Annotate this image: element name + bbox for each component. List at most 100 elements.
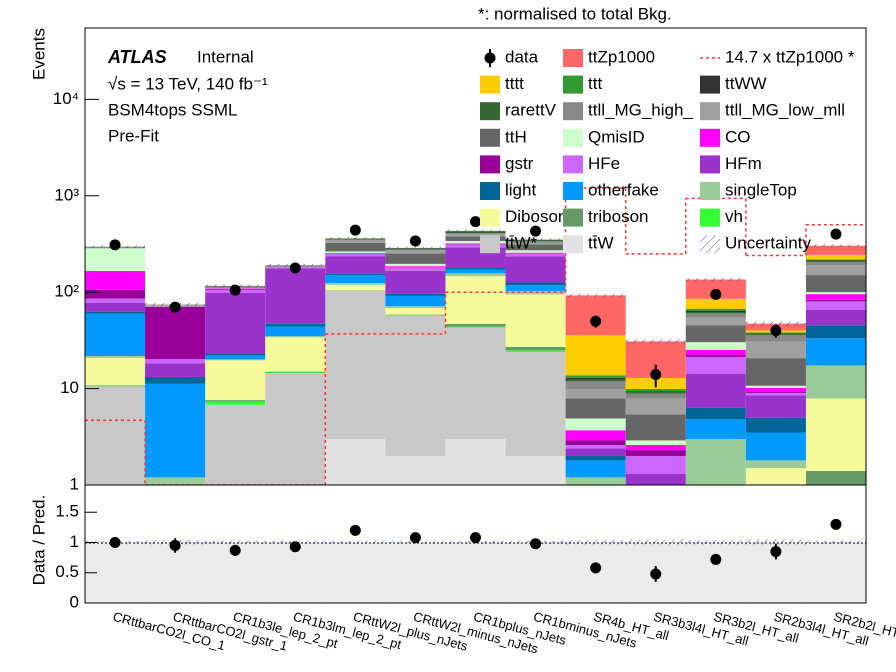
legend-label: gstr [505,154,534,173]
ratio-tick-label: 0 [70,592,79,611]
ratio-background [685,542,746,603]
bar-segment [745,387,806,393]
bar-segment [505,244,566,251]
bar-segment [145,363,206,377]
bar-segment [685,325,746,343]
bar-segment [805,325,866,339]
bar-segment [625,389,686,392]
bar-segment [625,398,686,415]
bar-segment [205,359,266,361]
bar-segment [265,268,326,324]
bar-segment [445,267,506,270]
uncertainty-band [325,237,386,240]
bar-segment [805,261,866,263]
bar-segment [445,327,506,440]
data-point [530,225,542,237]
ratio-background [445,542,506,603]
data-point [470,216,481,228]
bar-segment [145,383,206,478]
bar-segment [685,312,746,314]
bar-segment [385,248,446,250]
bar-segment [85,289,146,299]
bar-segment [685,349,746,356]
legend-label: HFm [725,154,762,173]
legend-swatch [480,182,500,200]
bar-segment [745,432,806,461]
legend-swatch [480,235,500,254]
data-point [590,315,602,327]
legend-label: triboson [588,207,648,226]
legend-swatch [563,128,583,147]
bar-segment [385,270,446,294]
legend-label: CO [725,127,751,146]
legend-swatch [480,208,500,227]
bar-segment [565,379,626,382]
ratio-axis-label: Data / Pred. [29,495,48,586]
bar-segment [385,249,446,251]
bar-segment [565,377,626,380]
legend-swatch [700,75,720,94]
bar-segment [445,439,506,485]
bar-segment [445,236,506,241]
y-tick-label: 10⁴ [53,89,79,108]
uncertainty-band [505,238,566,241]
bar-segment [325,283,386,285]
bar-segment [685,342,746,350]
bar-segment [385,253,446,264]
y-tick-label: 1 [70,474,79,493]
legend-swatch [700,235,720,254]
bar-segment [325,284,386,291]
bar-segment [565,418,626,431]
bar-segment [625,455,686,475]
bar-segment [745,385,806,388]
bar-segment [685,316,746,326]
bar-segment [385,306,446,309]
ratio-tick-label: 1 [70,532,79,551]
bar-segment [505,256,566,283]
bar-segment [445,233,506,235]
bar-segment [325,251,386,254]
bar-segment [445,326,506,328]
bar-segment [265,373,326,485]
bar-segment [385,314,446,316]
bar-segment [85,298,146,303]
bar-segment [805,365,866,399]
bar-segment [505,455,566,485]
uncertainty-band [385,246,446,250]
bar-segment [385,263,446,267]
bar-segment [445,323,506,327]
ratio-point [590,562,602,574]
legend-label: QmisID [588,127,645,146]
bar-segment [745,417,806,433]
bar-segment [385,315,446,456]
ratio-tick-label: 1.5 [55,502,79,521]
bar-segment [625,393,686,399]
ratio-point [349,524,361,536]
bar-segment [385,293,446,296]
bar-segment [745,335,806,342]
bar-segment [685,313,746,317]
legend-swatch [563,102,583,121]
bar-segment [685,355,746,357]
bar-segment [565,430,626,441]
bar-segment [745,395,806,418]
bar-segment [505,241,566,243]
bar-segment [325,239,386,241]
legend-marker [484,52,496,64]
bar-segment [265,372,326,374]
bar-segment [505,350,566,352]
bar-segment [325,256,386,274]
bar-segment [505,282,566,286]
energy-label: √s = 13 TeV, 140 fb⁻¹ [108,74,268,93]
bar-segment [205,404,266,485]
data-point [109,239,121,251]
legend-swatch [480,102,500,121]
data-point [349,224,361,236]
bar-segment [565,389,626,399]
bar-segment [685,373,746,408]
ratio-point [169,540,181,552]
bar-segment [625,440,686,445]
uncertainty-band [625,339,686,344]
data-point [710,288,722,300]
bar-segment [685,298,746,309]
